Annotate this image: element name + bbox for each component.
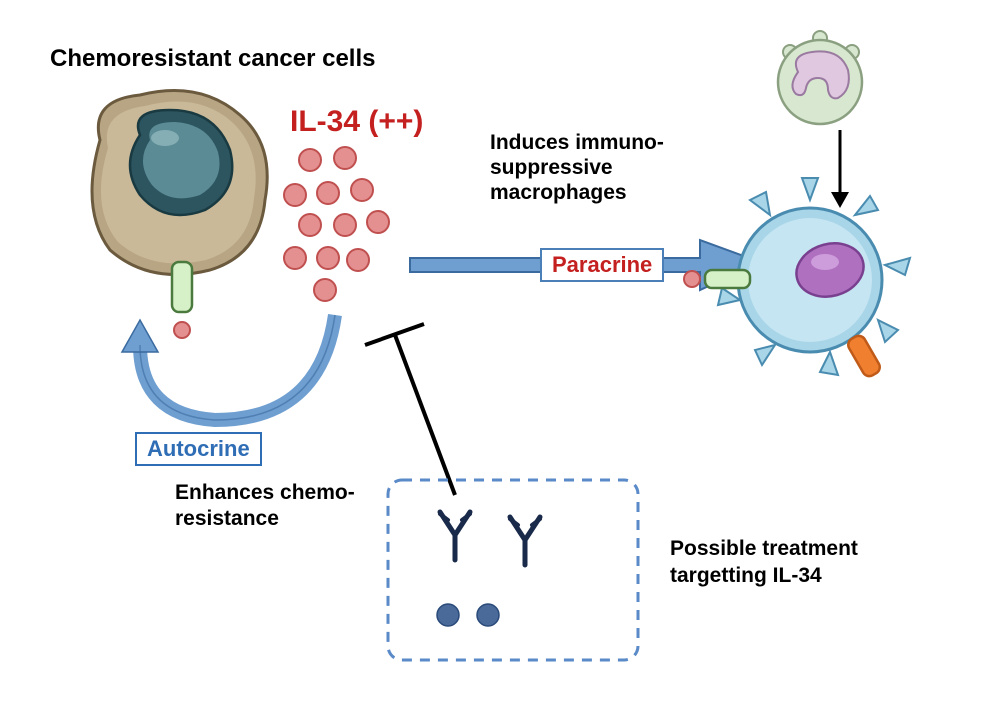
treatment-l2: targetting IL-34 <box>670 562 858 589</box>
macrophage-cell <box>684 178 910 379</box>
monocyte-cell <box>778 31 862 124</box>
induces-l2: suppressive <box>490 155 664 180</box>
enhances-label: Enhances chemo- resistance <box>175 480 355 533</box>
enhances-l2: resistance <box>175 506 355 532</box>
induces-l1: Induces immuno- <box>490 130 664 155</box>
induces-label: Induces immuno- suppressive macrophages <box>490 130 664 206</box>
autocrine-box: Autocrine <box>135 432 262 466</box>
il34-label: IL-34 (++) <box>290 105 423 139</box>
enhances-l1: Enhances chemo- <box>175 480 355 506</box>
title-label: Chemoresistant cancer cells <box>50 45 376 73</box>
treatment-box <box>388 480 638 660</box>
treatment-l1: Possible treatment <box>670 535 858 562</box>
il34-cluster <box>284 147 389 301</box>
differentiation-arrow <box>831 130 849 208</box>
autocrine-arrow <box>122 315 335 420</box>
paracrine-box: Paracrine <box>540 248 664 282</box>
treatment-label: Possible treatment targetting IL-34 <box>670 535 858 590</box>
induces-l3: macrophages <box>490 180 664 205</box>
inhibition-line <box>365 324 455 495</box>
cancer-cell <box>92 91 267 339</box>
